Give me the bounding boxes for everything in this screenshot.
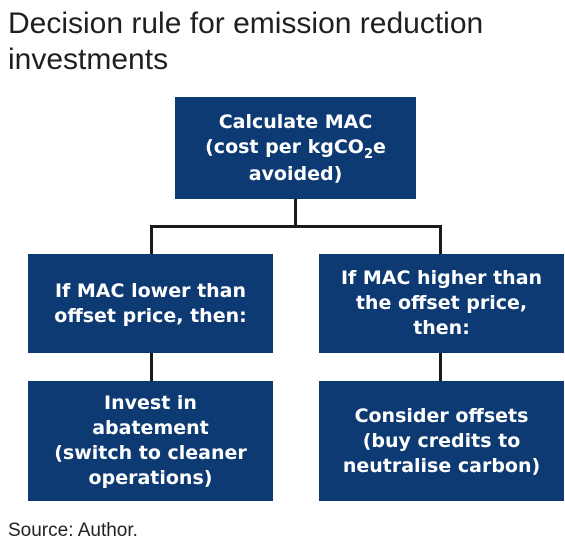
node-mac-lower-line-2: offset price, then: xyxy=(54,304,247,327)
node-consider-offsets-line-2: (buy credits to xyxy=(362,429,521,452)
node-calculate-mac-line-3: avoided) xyxy=(248,162,343,185)
node-mac-higher-line-3: then: xyxy=(413,317,470,339)
node-mac-higher-line-2: the offset price, xyxy=(355,292,528,314)
node-calculate-mac-line-2-post: e xyxy=(372,135,386,158)
source-note: Source: Author. xyxy=(8,520,138,541)
connector-left-drop xyxy=(150,225,153,254)
connector-right-lower xyxy=(439,353,442,381)
node-mac-lower: If MAC lower than offset price, then: xyxy=(28,254,273,353)
node-calculate-mac-line-1: Calculate MAC xyxy=(218,110,373,133)
node-consider-offsets-line-1: Consider offsets xyxy=(354,404,529,427)
node-mac-lower-line-1: If MAC lower than xyxy=(54,279,247,302)
diagram-title: Decision rule for emission reduction inv… xyxy=(8,6,563,78)
node-consider-offsets-line-3: neutralise carbon) xyxy=(342,454,541,477)
node-invest-abatement-line-1: Invest in xyxy=(104,392,197,414)
node-invest-abatement-line-3: (switch to cleaner xyxy=(54,442,247,464)
title-line-1: Decision rule for emission reduction xyxy=(8,7,484,40)
title-line-2: investments xyxy=(8,43,169,76)
node-calculate-mac-line-2-sub: 2 xyxy=(363,146,373,162)
node-consider-offsets: Consider offsets (buy credits to neutral… xyxy=(319,381,564,501)
connector-left-lower xyxy=(150,353,153,381)
connector-right-drop xyxy=(439,225,442,254)
node-mac-higher-line-1: If MAC higher than xyxy=(340,267,543,289)
connector-top-stem xyxy=(294,199,297,227)
node-calculate-mac-line-2-pre: (cost per kgCO xyxy=(205,135,364,158)
node-invest-abatement-line-2: abatement xyxy=(92,417,209,439)
node-invest-abatement-line-4: operations) xyxy=(88,467,213,489)
node-calculate-mac: Calculate MAC (cost per kgCO2e avoided) xyxy=(175,97,416,199)
node-invest-abatement: Invest in abatement (switch to cleaner o… xyxy=(28,381,273,501)
node-calculate-mac-line-2: (cost per kgCO2e xyxy=(205,135,386,162)
connector-horizontal xyxy=(150,225,442,228)
node-mac-higher: If MAC higher than the offset price, the… xyxy=(319,254,564,353)
